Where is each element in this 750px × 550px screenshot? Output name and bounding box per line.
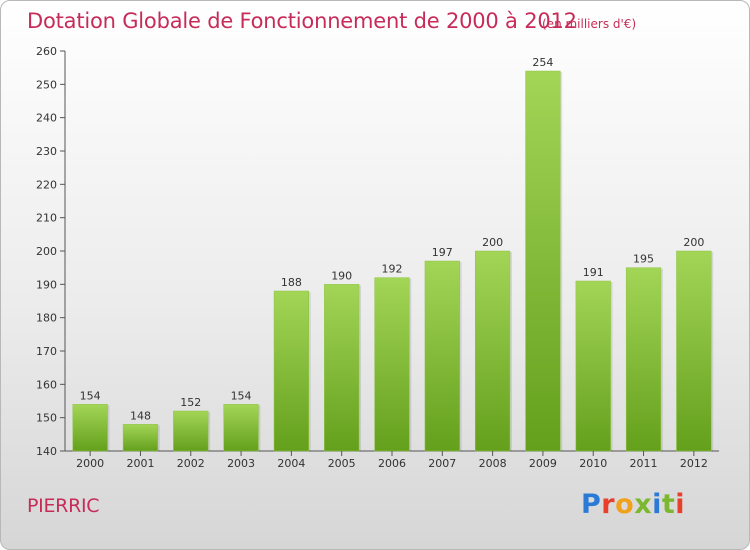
y-tick-label: 150: [36, 412, 57, 425]
x-tick-label: 2002: [177, 457, 205, 470]
x-tick-label: 2012: [680, 457, 708, 470]
bar-value-label: 152: [180, 396, 201, 409]
bar-value-label: 192: [382, 263, 403, 276]
bar-2002: [173, 410, 209, 452]
logo-letter: t: [661, 489, 676, 520]
x-tick-label: 2005: [328, 457, 356, 470]
y-tick-label: 210: [36, 212, 57, 225]
bar-2005: [324, 284, 360, 452]
y-tick-label: 230: [36, 145, 57, 158]
x-tick-label: 2001: [126, 457, 154, 470]
logo-letter: r: [601, 489, 616, 520]
bar-2000: [72, 404, 108, 452]
y-tick-label: 240: [36, 112, 57, 125]
y-tick-label: 190: [36, 278, 57, 291]
y-tick-label: 140: [36, 445, 57, 458]
y-tick-label: 220: [36, 178, 57, 191]
x-tick-label: 2004: [277, 457, 305, 470]
y-tick-label: 170: [36, 345, 57, 358]
x-tick-label: 2003: [227, 457, 255, 470]
bar-value-label: 148: [130, 409, 151, 422]
bar-2006: [374, 277, 410, 452]
logo-letter: o: [615, 489, 635, 520]
x-tick-label: 2007: [428, 457, 456, 470]
bar-2011: [625, 267, 662, 452]
bar-2009: [525, 70, 561, 452]
bar-value-label: 154: [231, 389, 252, 402]
bar-value-label: 188: [281, 276, 302, 289]
x-tick-label: 2010: [579, 457, 607, 470]
bar-value-label: 197: [432, 246, 453, 259]
bar-2010: [575, 280, 611, 452]
logo-letter: i: [652, 489, 662, 520]
x-tick-label: 2000: [76, 457, 104, 470]
chart-title: Dotation Globale de Fonctionnement de 20…: [27, 9, 577, 33]
chart-subtitle: (en milliers d'€): [542, 17, 637, 31]
x-tick-label: 2006: [378, 457, 406, 470]
logo-letter: x: [634, 489, 653, 520]
x-tick-label: 2011: [630, 457, 658, 470]
bar-2001: [122, 424, 159, 452]
y-tick-label: 200: [36, 245, 57, 258]
bar-2007: [424, 260, 460, 452]
proxiti-logo[interactable]: Proxiti: [581, 489, 685, 520]
y-tick-label: 160: [36, 378, 57, 391]
y-tick-label: 250: [36, 78, 57, 91]
bar-2008: [475, 250, 511, 452]
bar-value-label: 254: [532, 56, 553, 69]
y-tick-label: 260: [36, 45, 57, 58]
bar-value-label: 200: [482, 236, 503, 249]
commune-name: PIERRIC: [27, 495, 100, 517]
bar-value-label: 191: [583, 266, 604, 279]
y-tick-label: 180: [36, 312, 57, 325]
bar-2012: [676, 250, 712, 452]
bar-value-label: 195: [633, 253, 654, 266]
bar-2003: [223, 404, 259, 452]
bar-2004: [273, 290, 309, 452]
bar-value-label: 190: [331, 269, 352, 282]
x-tick-label: 2008: [479, 457, 507, 470]
logo-letter: P: [581, 489, 602, 520]
bar-value-label: 154: [80, 389, 101, 402]
bar-value-label: 200: [683, 236, 704, 249]
plot-area: 140 150 160 170 180 190 200 210 220 230 240 250 260 1…: [36, 45, 719, 470]
x-tick-label: 2009: [529, 457, 557, 470]
logo-letter: i: [675, 489, 686, 520]
